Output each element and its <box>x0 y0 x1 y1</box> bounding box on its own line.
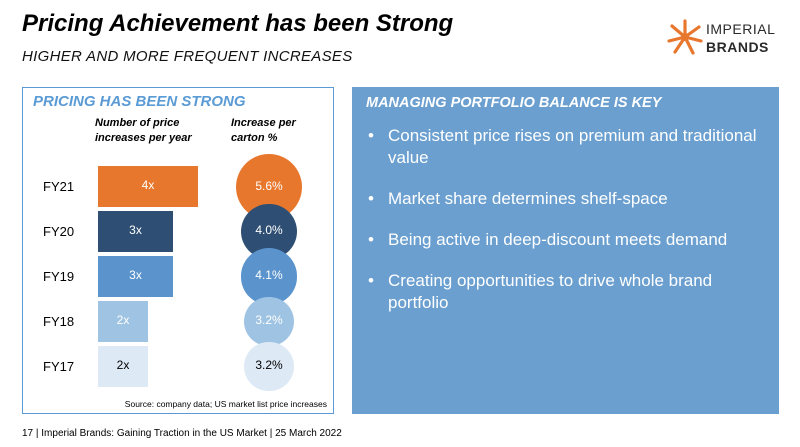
bullet-item: • Market share determines shelf-space <box>368 189 668 208</box>
carton-increase-label: 5.6% <box>255 178 283 193</box>
carton-increase-bubble: 3.2% <box>244 296 294 347</box>
fiscal-year-label: FY17 <box>43 358 75 374</box>
increases-bar-label: 3x <box>129 223 142 237</box>
logo-text-brands: BRANDS <box>706 39 769 55</box>
column-header-increases: Number of price increases per year <box>95 116 192 146</box>
footer: 17 | Imperial Brands: Gaining Traction i… <box>22 428 342 439</box>
increases-bar-label: 2x <box>116 358 130 372</box>
increases-bar-label: 4x <box>141 178 155 192</box>
fiscal-year-label: FY21 <box>43 178 75 194</box>
imperial-brands-logo: IMPERIAL BRANDS <box>666 16 786 60</box>
column-header-carton-line1: Increase per <box>231 117 296 129</box>
portfolio-bullet-list: • Consistent price rises on premium and t… <box>362 125 767 333</box>
increases-bar: 3x <box>98 256 173 297</box>
bullet-item: • Consistent price rises on premium and t… <box>368 126 757 167</box>
column-header-carton-line2: carton % <box>231 132 278 144</box>
carton-increase-bubble: 4.1% <box>240 248 298 305</box>
increases-bar-label: 2x <box>116 313 130 327</box>
bullet-item: • Creating opportunities to drive whole b… <box>368 271 713 312</box>
increases-bar: 4x <box>98 166 198 207</box>
increases-bar: 2x <box>98 346 148 387</box>
carton-increase-bubble: 3.2% <box>244 341 294 392</box>
column-header-carton: Increase per carton % <box>231 116 296 146</box>
imperial-brands-star-icon <box>667 19 703 55</box>
carton-increase-label: 4.0% <box>255 223 283 238</box>
column-header-increases-line1: Number of price <box>95 117 180 129</box>
column-header-increases-line2: increases per year <box>95 132 192 144</box>
page-subtitle: HIGHER AND MORE FREQUENT INCREASES <box>22 48 353 65</box>
increases-bar: 3x <box>98 211 173 252</box>
bullet-item: • Being active in deep-discount meets dem… <box>368 230 728 249</box>
carton-increase-label: 3.2% <box>255 358 283 373</box>
logo-text-imperial: IMPERIAL <box>706 21 776 37</box>
carton-increase-label: 3.2% <box>255 313 283 328</box>
bullet-text: Creating opportunities to drive whole br… <box>388 271 713 312</box>
bullet-text: Consistent price rises on premium and tr… <box>388 126 757 167</box>
increases-bar-label: 3x <box>129 268 142 282</box>
pricing-panel: PRICING HAS BEEN STRONG Number of price … <box>22 87 334 414</box>
fiscal-year-label: FY20 <box>43 223 75 239</box>
increases-bar: 2x <box>98 301 148 342</box>
portfolio-panel: MANAGING PORTFOLIO BALANCE IS KEY • Consi… <box>352 87 779 414</box>
pricing-panel-title: PRICING HAS BEEN STRONG <box>33 93 246 110</box>
page-title: Pricing Achievement has been Strong <box>22 10 454 37</box>
bullet-text: Being active in deep-discount meets dema… <box>388 230 728 249</box>
portfolio-panel-title: MANAGING PORTFOLIO BALANCE IS KEY <box>366 95 662 111</box>
fiscal-year-label: FY19 <box>43 268 75 284</box>
carton-increase-label: 4.1% <box>255 268 283 283</box>
bullet-text: Market share determines shelf-space <box>388 189 668 208</box>
source-note: Source: company data; US market list pri… <box>124 399 327 409</box>
fiscal-year-label: FY18 <box>43 313 75 329</box>
